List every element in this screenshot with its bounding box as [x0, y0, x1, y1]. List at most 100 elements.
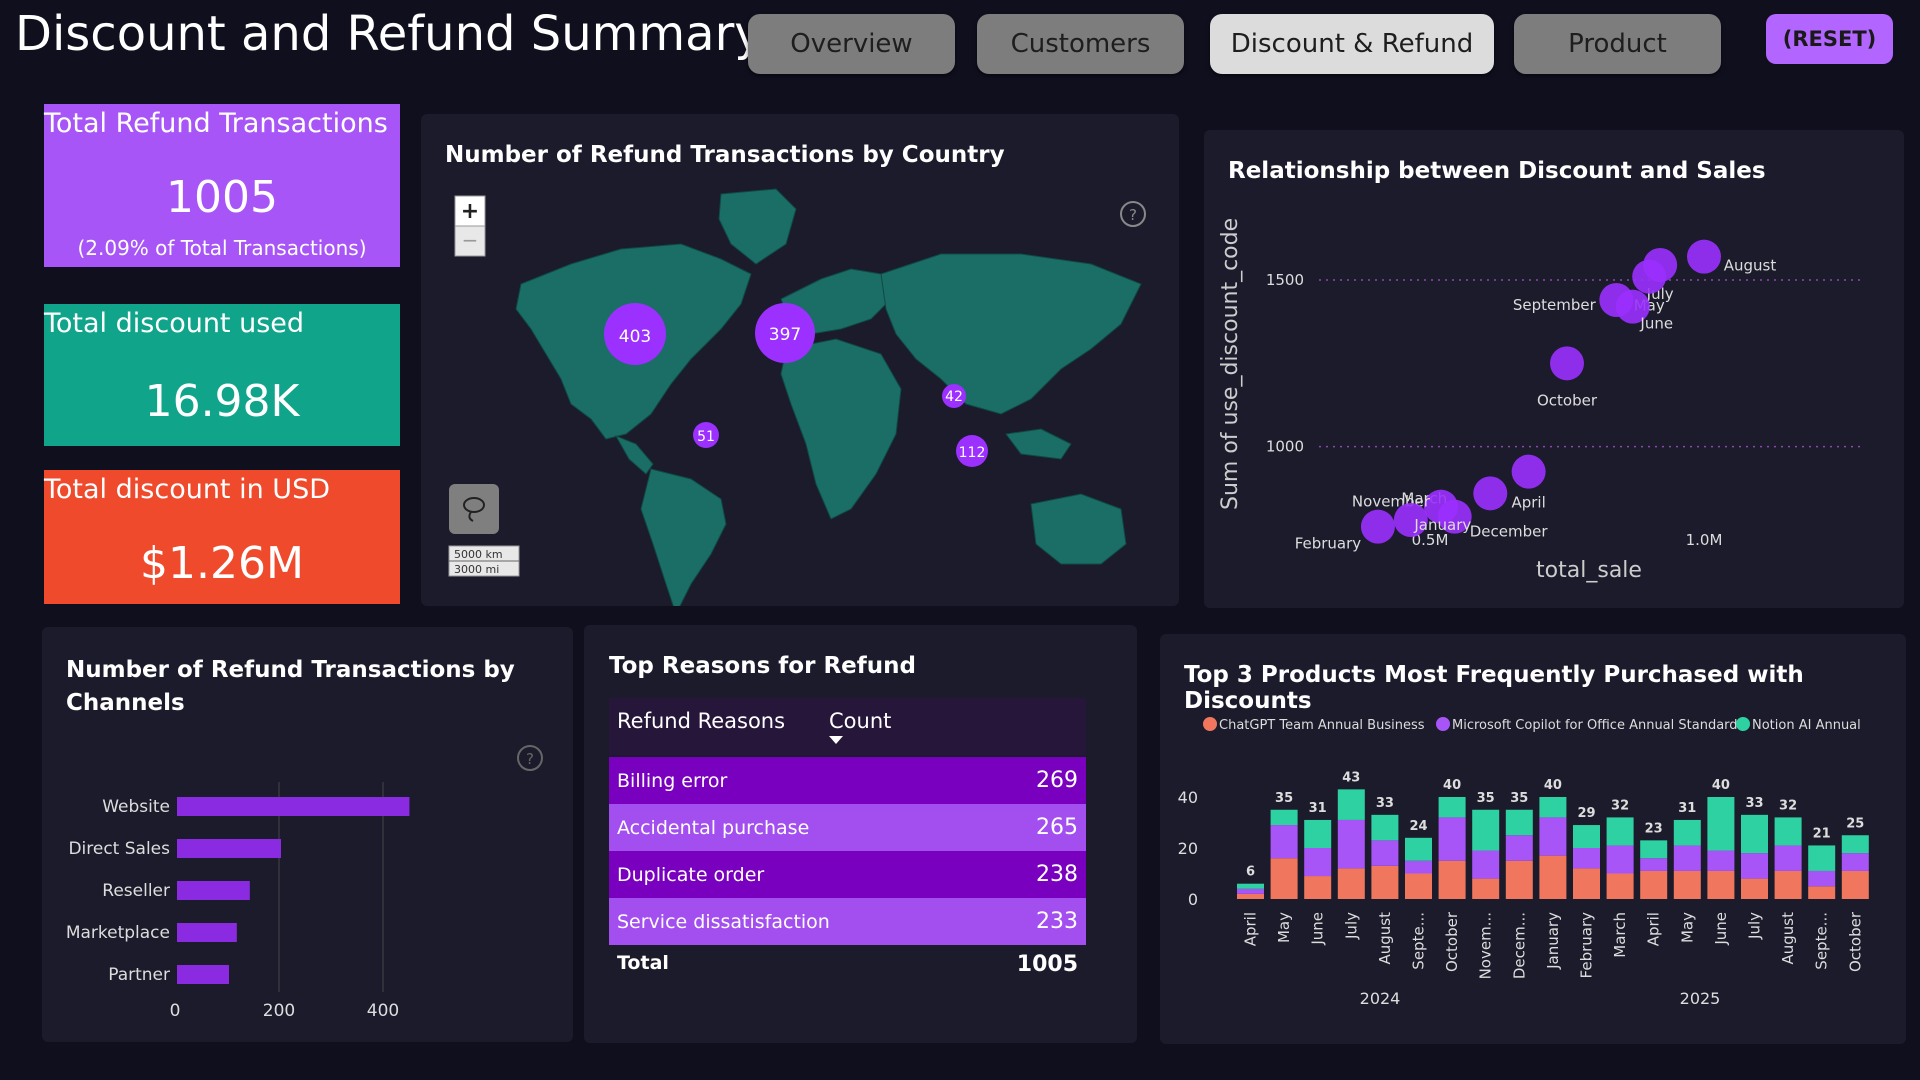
channel-bar[interactable] [177, 839, 281, 858]
scatter-point[interactable] [1550, 346, 1584, 381]
stack-segment[interactable] [1673, 870, 1701, 899]
stack-segment[interactable] [1405, 873, 1432, 900]
scatter-point[interactable] [1473, 476, 1508, 511]
stack-segment[interactable] [1337, 789, 1365, 820]
stack-segment[interactable] [1841, 835, 1869, 854]
lasso-select-button[interactable] [449, 484, 499, 534]
country-bubbles[interactable]: 403 397 42 51 112 [604, 303, 988, 467]
stack-segment[interactable] [1304, 819, 1332, 848]
scatter-point[interactable] [1511, 454, 1546, 489]
stack-segment[interactable] [1573, 825, 1600, 848]
stack-segment[interactable] [1304, 848, 1332, 877]
stack-segment[interactable] [1606, 817, 1634, 846]
table-row[interactable]: Billing error 269 [609, 757, 1086, 804]
stack-segment[interactable] [1774, 870, 1802, 899]
help-icon[interactable] [517, 745, 543, 771]
stack-segment[interactable] [1371, 840, 1399, 866]
stack-segment[interactable] [1505, 835, 1533, 861]
stack-segment[interactable] [1237, 888, 1264, 894]
stack-segment[interactable] [1539, 797, 1567, 818]
stack-segment[interactable] [1405, 860, 1432, 874]
stack-segment[interactable] [1673, 819, 1701, 846]
stacked-bars[interactable]: 6 35 31 43 33 24 40 35 35 40 29 32 23 31 40 33 32 21 25 [1237, 770, 1869, 899]
stack-segment[interactable] [1505, 860, 1533, 899]
stack-segment[interactable] [1741, 853, 1768, 879]
stack-segment[interactable] [1640, 840, 1668, 859]
table-row[interactable]: Duplicate order 238 [609, 851, 1086, 898]
channels-chart[interactable]: ? 0 200 400 Website Direct Sales Reseller Mar… [42, 627, 573, 1042]
scatter-point[interactable] [1687, 239, 1721, 274]
stack-segment[interactable] [1270, 858, 1298, 899]
stack-segment[interactable] [1808, 870, 1836, 887]
stack-segment[interactable] [1774, 817, 1802, 846]
reset-button[interactable]: (RESET) [1766, 14, 1893, 64]
stack-segment[interactable] [1371, 865, 1399, 899]
scatter-point[interactable] [1632, 259, 1667, 294]
stack-segment[interactable] [1270, 825, 1298, 859]
table-row[interactable]: Accidental purchase 265 [609, 804, 1086, 851]
column-header-reason[interactable]: Refund Reasons [617, 709, 786, 733]
stack-segment[interactable] [1472, 850, 1500, 879]
scatter-point[interactable] [1360, 509, 1395, 544]
channel-bar[interactable] [177, 923, 237, 942]
zoom-out-button[interactable] [454, 225, 486, 257]
stack-segment[interactable] [1606, 845, 1634, 874]
stack-segment[interactable] [1841, 870, 1869, 899]
stack-segment[interactable] [1573, 868, 1600, 899]
scatter-point[interactable] [1437, 499, 1472, 534]
stack-segment[interactable] [1237, 893, 1264, 899]
stack-segment[interactable] [1741, 814, 1768, 854]
stack-segment[interactable] [1337, 819, 1365, 869]
channel-bars[interactable]: Website Direct Sales Reseller Marketplace Pa… [66, 797, 410, 985]
scatter-points[interactable]: AugustJulyMaySeptemberJuneOctoberAprilMa… [1295, 239, 1777, 553]
stack-segment[interactable] [1841, 853, 1869, 871]
stack-segment[interactable] [1707, 797, 1735, 851]
stack-segment[interactable] [1707, 870, 1735, 899]
stack-segment[interactable] [1539, 855, 1567, 899]
stack-segment[interactable] [1438, 797, 1466, 818]
stack-segment[interactable] [1405, 837, 1432, 861]
stack-segment[interactable] [1438, 860, 1466, 899]
scatter-chart[interactable]: 1000 1500 0.5M 1.0M Sum of use_discount_cod… [1204, 130, 1904, 608]
bubble-europe[interactable] [755, 303, 815, 363]
bubble-australia[interactable] [956, 435, 988, 467]
table-row[interactable]: Service dissatisfaction 233 [609, 898, 1086, 945]
stack-segment[interactable] [1472, 809, 1500, 851]
stack-segment[interactable] [1606, 873, 1634, 900]
stack-segment[interactable] [1640, 870, 1668, 899]
bubble-north-america[interactable] [604, 303, 666, 365]
tab-product[interactable]: Product [1514, 14, 1721, 74]
stack-segment[interactable] [1673, 845, 1701, 871]
stack-segment[interactable] [1304, 876, 1332, 899]
stack-segment[interactable] [1741, 878, 1768, 899]
help-icon[interactable] [1120, 201, 1146, 227]
channel-bar[interactable] [177, 797, 410, 816]
stack-segment[interactable] [1808, 845, 1836, 871]
zoom-in-button[interactable] [454, 195, 486, 227]
stack-segment[interactable] [1640, 858, 1668, 871]
bubble-south-america[interactable] [693, 422, 719, 448]
products-chart[interactable]: ChatGPT Team Annual Business Microsoft Co… [1160, 634, 1906, 1044]
chart-legend[interactable]: ChatGPT Team Annual Business Microsoft Co… [1203, 717, 1861, 733]
scatter-point[interactable] [1393, 503, 1428, 537]
stack-segment[interactable] [1539, 817, 1567, 856]
stack-segment[interactable] [1774, 845, 1802, 871]
stack-segment[interactable] [1337, 868, 1365, 899]
bubble-southeast-asia[interactable] [942, 384, 966, 408]
stack-segment[interactable] [1707, 850, 1735, 871]
tab-customers[interactable]: Customers [977, 14, 1184, 74]
scatter-point[interactable] [1615, 289, 1650, 324]
world-map[interactable]: 403 397 42 51 112 + − 5000 km 3000 mi ? [421, 114, 1179, 606]
tab-overview[interactable]: Overview [748, 14, 955, 74]
tab-discount-refund[interactable]: Discount & Refund [1210, 14, 1494, 74]
channel-bar[interactable] [177, 965, 229, 984]
stack-segment[interactable] [1237, 883, 1264, 889]
sort-desc-icon[interactable] [829, 736, 843, 744]
stack-segment[interactable] [1808, 886, 1836, 899]
stack-segment[interactable] [1371, 814, 1399, 841]
column-header-count[interactable]: Count [829, 709, 892, 733]
stack-segment[interactable] [1472, 878, 1500, 899]
channel-bar[interactable] [177, 881, 250, 900]
stack-segment[interactable] [1270, 809, 1298, 826]
stack-segment[interactable] [1438, 817, 1466, 861]
